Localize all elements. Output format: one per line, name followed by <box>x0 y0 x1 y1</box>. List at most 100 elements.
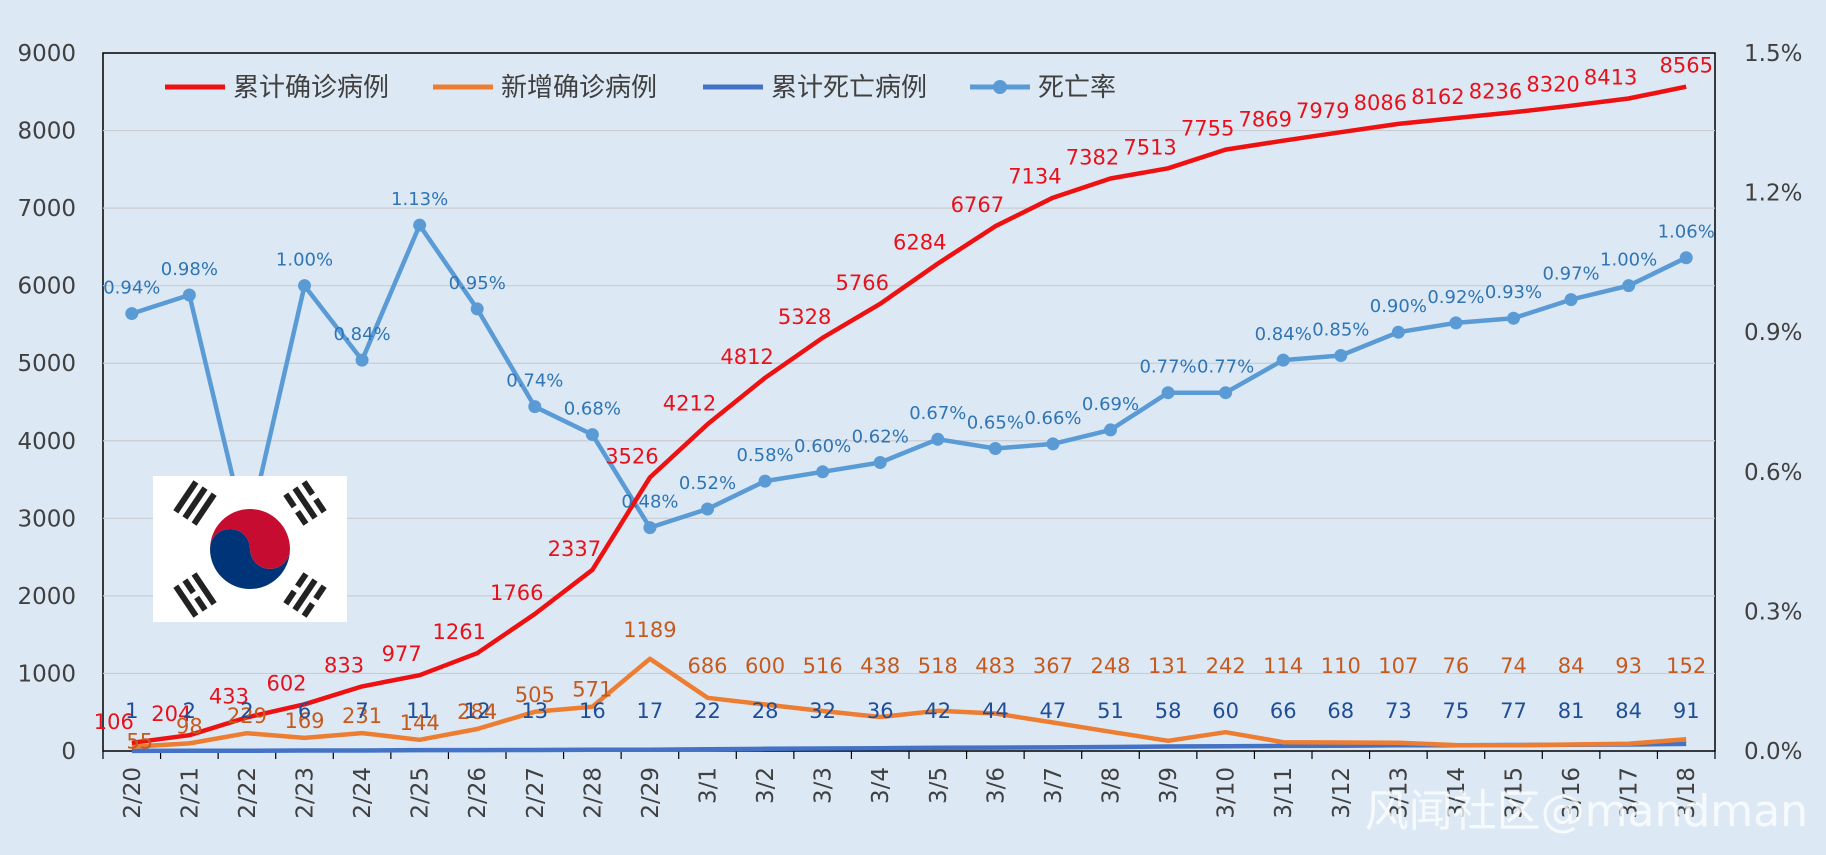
x-tick-label: 3/18 <box>1674 767 1700 819</box>
death-rate-label: 0.69% <box>1082 394 1139 415</box>
new-cases-legend-label: 新增确诊病例 <box>501 73 657 103</box>
death-rate-label: 1.13% <box>391 189 448 210</box>
x-tick-label: 3/16 <box>1559 767 1585 819</box>
death-rate-point <box>1276 353 1290 367</box>
total-cases-label: 6767 <box>951 193 1004 217</box>
death-rate-label: 0.93% <box>1485 282 1542 303</box>
total-cases-label: 602 <box>266 671 306 695</box>
plot-frame <box>102 52 1716 752</box>
x-tick-label: 3/14 <box>1444 767 1470 819</box>
deaths-label: 47 <box>1040 699 1067 723</box>
deaths-label: 12 <box>464 699 491 723</box>
death-rate-point <box>1622 279 1636 293</box>
deaths-label: 13 <box>521 699 548 723</box>
total-cases-label: 7134 <box>1008 165 1061 189</box>
total-cases-label: 977 <box>382 642 422 666</box>
total-cases-label: 3526 <box>605 445 658 469</box>
death-rate-point <box>931 432 945 446</box>
new-cases-label: 229 <box>227 704 267 728</box>
deaths-label: 58 <box>1155 699 1182 723</box>
watermark-text: 风闻社区@mandman <box>1365 786 1808 837</box>
deaths-label: 77 <box>1500 699 1527 723</box>
new-cases-label: 84 <box>1558 654 1585 678</box>
death-rate-point <box>585 428 599 442</box>
x-tick-label: 3/15 <box>1502 767 1528 819</box>
new-cases-label: 600 <box>745 654 785 678</box>
x-tick-label: 3/7 <box>1041 767 1067 804</box>
death-rate-label: 0.65% <box>967 413 1024 434</box>
x-tick-label: 2/27 <box>523 767 549 819</box>
total-cases-label: 6284 <box>893 231 946 255</box>
x-tick-label: 2/20 <box>120 767 146 819</box>
death-rate-label: 1.06% <box>1658 222 1715 243</box>
x-tick-label: 2/28 <box>580 767 606 819</box>
new-cases-label: 571 <box>572 678 612 702</box>
x-tick-label: 3/12 <box>1329 767 1355 819</box>
deaths-label: 42 <box>924 699 951 723</box>
x-tick-label: 2/29 <box>638 767 664 819</box>
deaths-label: 32 <box>809 699 836 723</box>
death-rate-point <box>1046 437 1060 451</box>
deaths-legend-label: 累计死亡病例 <box>771 73 927 103</box>
new-cases-label: 169 <box>284 709 324 733</box>
death-rate-point <box>816 465 830 479</box>
x-tick-label: 3/13 <box>1386 767 1412 819</box>
death-rate-label: 0.67% <box>909 403 966 424</box>
new-cases-label: 242 <box>1206 654 1246 678</box>
death-rate-legend-marker <box>993 80 1007 94</box>
death-rate-label: 0.85% <box>1312 319 1369 340</box>
death-rate-label: 1.00% <box>1600 250 1657 271</box>
y-right-tick-label: 0.0% <box>1744 739 1802 765</box>
death-rate-label: 0.77% <box>1139 357 1196 378</box>
death-rate-label: 0.98% <box>161 259 218 280</box>
total-cases-label: 7755 <box>1181 117 1234 141</box>
y-right-tick-label: 1.5% <box>1744 41 1802 67</box>
death-rate-point <box>758 474 772 488</box>
new-cases-label: 93 <box>1615 654 1642 678</box>
deaths-label: 44 <box>982 699 1009 723</box>
deaths-label: 16 <box>579 699 606 723</box>
new-cases-label: 152 <box>1666 654 1706 678</box>
new-cases-label: 516 <box>803 654 843 678</box>
new-cases-label: 110 <box>1321 654 1361 678</box>
x-tick-label: 2/24 <box>350 767 376 819</box>
new-cases-label: 505 <box>515 683 555 707</box>
new-cases-line <box>131 656 1687 749</box>
death-rate-label: 0.92% <box>1427 287 1484 308</box>
new-cases-label: 144 <box>400 711 440 735</box>
total-cases-label: 7979 <box>1296 99 1349 123</box>
total-cases-label: 8236 <box>1469 79 1522 103</box>
death-rate-point <box>1219 386 1233 400</box>
total-cases-label: 5328 <box>778 305 831 329</box>
death-rate-label: 0.90% <box>1370 296 1427 317</box>
deaths-label: 75 <box>1443 699 1470 723</box>
death-rate-point <box>125 307 139 321</box>
y-left-tick-label: 6000 <box>17 274 76 300</box>
y-right-tick-label: 0.6% <box>1744 460 1802 486</box>
x-tick-label: 3/17 <box>1617 767 1643 819</box>
y-right-tick-label: 1.2% <box>1744 181 1802 207</box>
deaths-label: 11 <box>406 699 433 723</box>
deaths-label: 17 <box>637 699 664 723</box>
death-rate-label: 0.48% <box>621 492 678 513</box>
total-cases-label: 4812 <box>720 345 773 369</box>
x-tick-label: 3/1 <box>696 767 722 804</box>
deaths-label: 6 <box>298 699 311 723</box>
death-rate-point <box>1507 311 1520 325</box>
deaths-label: 66 <box>1270 699 1297 723</box>
death-rate-point <box>182 288 196 302</box>
death-rate-point <box>1104 423 1117 437</box>
deaths-label: 68 <box>1327 699 1354 723</box>
new-cases-label: 248 <box>1090 654 1130 678</box>
total-cases-label: 7869 <box>1238 108 1291 132</box>
death-rate-point <box>528 400 542 414</box>
deaths-label: 51 <box>1097 699 1124 723</box>
total-cases-legend-label: 累计确诊病例 <box>233 73 389 103</box>
x-tick-label: 3/9 <box>1156 767 1182 804</box>
x-tick-label: 3/4 <box>868 767 894 804</box>
x-tick-label: 3/10 <box>1214 767 1240 819</box>
death-rate-line <box>131 222 1688 540</box>
death-rate-label: 0.58% <box>736 445 793 466</box>
